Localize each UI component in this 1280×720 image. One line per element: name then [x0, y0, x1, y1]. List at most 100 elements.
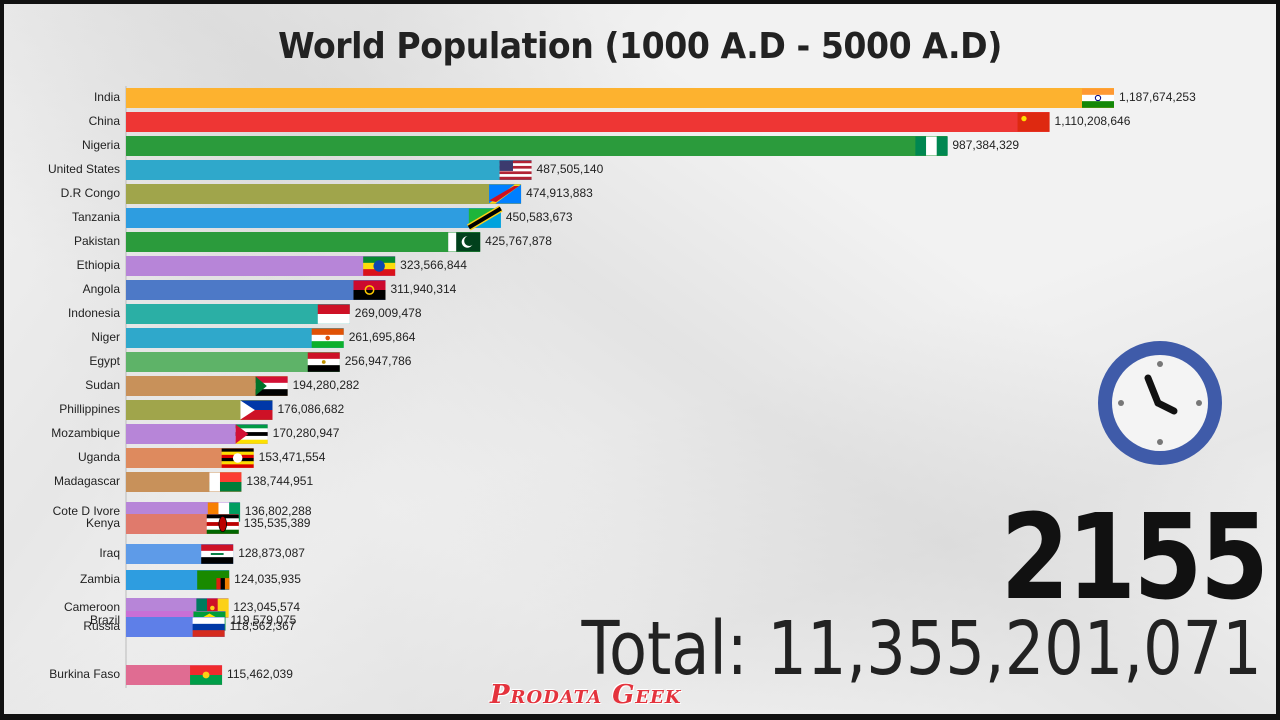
- country-label: United States: [48, 162, 120, 176]
- country-label: Iraq: [99, 546, 120, 560]
- bar-row: Burkina Faso 115,462,039: [49, 665, 293, 685]
- bar-row: Iraq 128,873,087: [99, 544, 305, 564]
- bar-row: D.R Congo 474,913,883: [61, 184, 593, 204]
- country-label: Cote D Ivore: [53, 504, 121, 518]
- bar-row: Kenya 135,535,389: [86, 514, 311, 534]
- bar-row: Russia 118,562,367: [83, 617, 296, 637]
- country-label: Ethiopia: [77, 258, 121, 272]
- country-label: Sudan: [85, 378, 120, 392]
- value-label: 194,280,282: [293, 378, 360, 392]
- bar: [126, 208, 501, 228]
- bar-row: Angola 311,940,314: [83, 280, 457, 300]
- brand-watermark: Prodata Geek: [490, 680, 682, 710]
- flag-icon: [192, 617, 225, 637]
- flag-icon: [197, 570, 230, 590]
- country-label: Phillippines: [59, 402, 120, 416]
- flag-icon: [915, 136, 948, 156]
- value-label: 450,583,673: [506, 210, 573, 224]
- country-label: Uganda: [78, 450, 120, 464]
- value-label: 124,035,935: [234, 572, 301, 586]
- value-label: 1,110,208,646: [1055, 114, 1131, 128]
- total-label: Total:: [581, 606, 768, 692]
- bar: [126, 136, 948, 156]
- chart-title: World Population (1000 A.D - 5000 A.D): [278, 26, 1002, 67]
- country-label: China: [89, 114, 121, 128]
- country-label: Burkina Faso: [49, 667, 120, 681]
- value-label: 1,187,674,253: [1119, 90, 1196, 104]
- bar: [126, 376, 288, 396]
- country-label: Brazil: [90, 613, 120, 627]
- flag-icon: [307, 352, 340, 372]
- country-label: Russia: [83, 619, 120, 633]
- flag-icon: [448, 232, 481, 252]
- country-label: Niger: [91, 330, 120, 344]
- value-label: 474,913,883: [526, 186, 593, 200]
- year-counter: 2155: [1000, 488, 1268, 626]
- flag-icon: [255, 376, 288, 396]
- bar: [126, 256, 396, 276]
- bar-row: Mozambique 170,280,947: [51, 424, 340, 444]
- value-label: 323,566,844: [400, 258, 467, 272]
- flag-icon: [1017, 112, 1050, 132]
- bar-row: Indonesia 269,009,478: [68, 304, 422, 324]
- value-label: 311,940,314: [390, 282, 456, 296]
- flag-icon: [311, 328, 344, 348]
- flag-icon: [363, 256, 396, 276]
- value-label: 425,767,878: [485, 234, 552, 248]
- country-label: Tanzania: [72, 210, 120, 224]
- country-label: Madagascar: [54, 474, 120, 488]
- flag-icon: [353, 280, 386, 300]
- flag-icon: [221, 448, 254, 468]
- value-label: 118,562,367: [230, 619, 296, 633]
- flag-icon: [1082, 88, 1114, 108]
- bar-row: Tanzania 450,583,673: [72, 205, 573, 231]
- value-label: 119,579,075: [230, 613, 296, 627]
- bar-row: Zambia 124,035,935: [80, 570, 301, 590]
- value-label: 123,045,574: [233, 600, 300, 614]
- value-label: 135,535,389: [244, 516, 311, 530]
- bar-row: Uganda 153,471,554: [78, 448, 326, 468]
- value-label: 153,471,554: [259, 450, 326, 464]
- country-label: Kenya: [86, 516, 120, 530]
- value-label: 176,086,682: [277, 402, 344, 416]
- country-label: Indonesia: [68, 306, 120, 320]
- bar-row: Nigeria 987,384,329: [82, 136, 1019, 156]
- country-label: Mozambique: [51, 426, 120, 440]
- clock-icon: [1090, 333, 1230, 478]
- flag-icon: [201, 544, 234, 564]
- bar: [126, 88, 1114, 108]
- flag-icon: [235, 424, 268, 444]
- country-label: Cameroon: [64, 600, 120, 614]
- bar: [126, 160, 532, 180]
- country-label: D.R Congo: [61, 186, 121, 200]
- bar-row: Pakistan 425,767,878: [74, 232, 552, 252]
- bar: [126, 184, 522, 204]
- flag-icon: [190, 665, 223, 685]
- bar-row: Egypt 256,947,786: [89, 352, 412, 372]
- country-label: Pakistan: [74, 234, 120, 248]
- flag-icon: [207, 502, 241, 522]
- bar-row: United States 487,505,140: [48, 160, 604, 180]
- flag-icon: [240, 400, 273, 420]
- value-label: 987,384,329: [952, 138, 1019, 152]
- flag-icon: [489, 184, 522, 204]
- bar-row: India 1,187,674,253: [94, 88, 1196, 108]
- value-label: 269,009,478: [355, 306, 422, 320]
- country-label: Angola: [83, 282, 121, 296]
- country-label: Egypt: [89, 354, 120, 368]
- value-label: 261,695,864: [349, 330, 416, 344]
- bar-row: Ethiopia 323,566,844: [77, 256, 467, 276]
- bar: [126, 112, 1050, 132]
- value-label: 138,744,951: [246, 474, 313, 488]
- value-label: 487,505,140: [537, 162, 604, 176]
- country-label: India: [94, 90, 120, 104]
- flag-icon: [317, 304, 350, 324]
- value-label: 115,462,039: [227, 667, 293, 681]
- bar-row: Sudan 194,280,282: [85, 376, 360, 396]
- country-label: Nigeria: [82, 138, 120, 152]
- bar-row: Niger 261,695,864: [91, 328, 416, 348]
- bar: [126, 352, 340, 372]
- bar: [126, 424, 268, 444]
